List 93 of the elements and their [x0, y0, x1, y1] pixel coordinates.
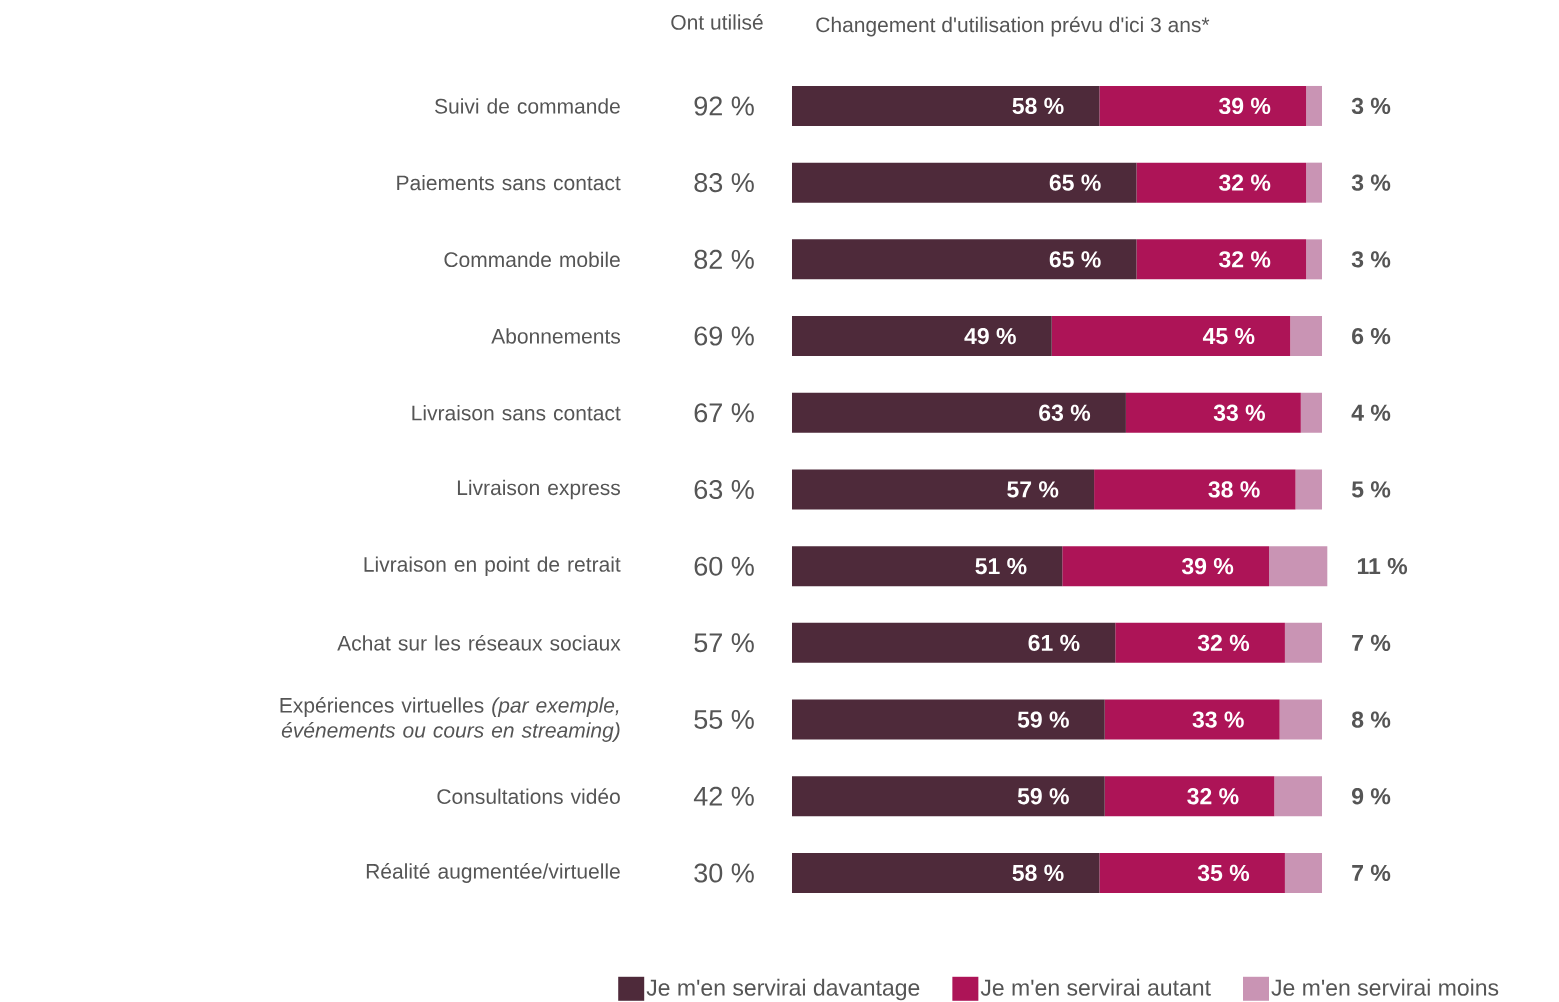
chart-title: Changement d'utilisation prévu d'ici 3 ans* — [816, 16, 1210, 37]
bar — [792, 85, 1100, 126]
text: 69 % — [694, 326, 754, 346]
bar — [1099, 852, 1285, 893]
data-label: 32 % — [1219, 174, 1271, 191]
data-label: 49 % — [964, 327, 1016, 345]
data-label: 32 % — [1197, 634, 1250, 652]
category-label: Consultations vidéo — [437, 788, 620, 805]
data-label: 59 % — [1017, 711, 1069, 728]
bar — [1295, 469, 1323, 510]
category-label: Suivi de commande — [435, 98, 620, 114]
bar — [792, 699, 1105, 740]
text: 63 % — [694, 479, 754, 500]
data-label: 7 % — [1352, 634, 1391, 651]
legend-label: Je m'en servirai autant — [980, 978, 1211, 996]
data-label: 61 % — [1028, 634, 1080, 651]
bar — [1306, 85, 1323, 126]
bar — [1051, 316, 1291, 357]
data-label: 65 % — [1049, 251, 1101, 268]
bar — [792, 776, 1105, 817]
data-label: 57 % — [1007, 481, 1059, 498]
data-label: 9 % — [1352, 788, 1391, 805]
bar — [1290, 316, 1323, 357]
text: 55 % — [694, 709, 754, 729]
category-label: Commande mobile — [444, 251, 620, 268]
data-label: 65 % — [1049, 174, 1101, 191]
category-label: Achat sur les réseaux sociaux — [337, 634, 621, 651]
bar — [1125, 392, 1301, 433]
data-label: 4 % — [1351, 404, 1391, 421]
data-label: 8 % — [1351, 711, 1391, 728]
bar — [1094, 469, 1296, 510]
text: 92 % — [694, 96, 754, 116]
data-label: 32 % — [1187, 788, 1239, 805]
text: 30 % — [694, 863, 754, 883]
bar — [792, 546, 1063, 587]
bar — [1136, 162, 1307, 203]
data-label: 6 % — [1352, 327, 1391, 345]
category-label: Réalité augmentée/virtuelle — [366, 863, 620, 883]
data-label: 3 % — [1351, 97, 1391, 115]
bar — [1306, 162, 1323, 203]
bar — [792, 622, 1116, 663]
data-label: 51 % — [975, 558, 1027, 575]
text: 82 % — [694, 249, 754, 269]
bar — [1306, 239, 1323, 280]
text: 42 % — [693, 786, 754, 806]
text: 60 % — [694, 556, 754, 576]
bar — [792, 392, 1126, 433]
bar — [792, 469, 1095, 510]
bar — [792, 239, 1137, 280]
bar — [792, 316, 1052, 357]
bar — [792, 162, 1137, 203]
data-label: 7 % — [1352, 864, 1391, 882]
bar — [1136, 239, 1307, 280]
data-label: 3 % — [1351, 174, 1391, 191]
bar — [1274, 776, 1323, 817]
bar — [1062, 546, 1270, 587]
bar — [792, 852, 1100, 893]
category-label: Livraison en point de retrait — [364, 556, 621, 576]
data-label: 5 % — [1351, 481, 1391, 498]
data-label: 35 % — [1197, 864, 1250, 882]
bar — [1284, 852, 1323, 893]
category-label: Livraison sans contact — [412, 405, 621, 421]
legend-label: Je m'en servirai davantage — [646, 978, 920, 1001]
category-label: Expériences virtuelles (par exemple, événements ou cours en streaming) — [280, 697, 620, 742]
category-label: Abonnements — [491, 328, 621, 344]
text: Ont utilisé — [671, 14, 763, 30]
data-label: 33 % — [1192, 711, 1244, 728]
bar — [1104, 776, 1275, 817]
bar — [1104, 699, 1280, 740]
data-label: 11 % — [1357, 558, 1408, 575]
data-label: 39 % — [1181, 558, 1234, 575]
text: 57 % — [694, 633, 754, 653]
bar — [1300, 392, 1323, 433]
data-label: 38 % — [1208, 481, 1260, 498]
legend-label: Je m'en servirai moins — [1271, 978, 1499, 996]
data-label: 59 % — [1017, 788, 1069, 805]
bar — [1115, 622, 1285, 663]
data-label: 58 % — [1012, 97, 1064, 115]
data-label: 32 % — [1219, 251, 1271, 268]
text: 67 % — [694, 403, 754, 423]
data-label: 45 % — [1202, 327, 1255, 345]
bar — [1284, 622, 1323, 663]
data-label: 39 % — [1219, 97, 1271, 115]
bar — [1269, 546, 1328, 587]
bar — [1099, 85, 1307, 126]
category-label: Livraison express — [457, 479, 620, 500]
data-label: 3 % — [1351, 251, 1391, 268]
data-label: 63 % — [1039, 404, 1091, 421]
text: 83 % — [694, 173, 754, 193]
category-label: Paiements sans contact — [397, 174, 621, 191]
data-label: 58 % — [1012, 864, 1064, 882]
data-label: 33 % — [1213, 404, 1265, 421]
bar — [1279, 699, 1323, 740]
